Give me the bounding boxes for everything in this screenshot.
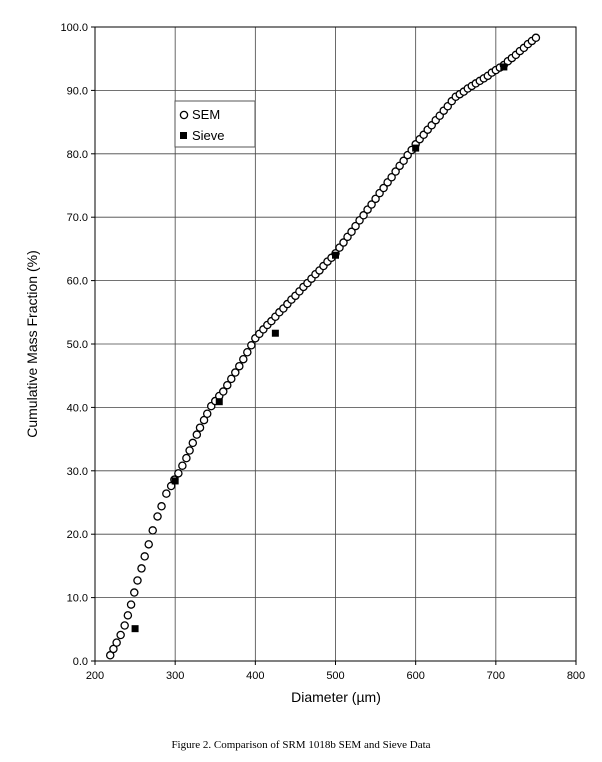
- x-tick-label: 800: [567, 670, 585, 682]
- legend-box: [174, 100, 256, 148]
- sem-point: [120, 621, 129, 630]
- sem-point: [192, 430, 202, 439]
- legend-sieve-label: Sieve: [192, 128, 225, 143]
- x-tick-label: 500: [326, 670, 344, 682]
- sem-point: [387, 173, 396, 182]
- sem-point: [116, 630, 125, 640]
- sieve-point: [332, 251, 339, 259]
- sem-point: [178, 461, 187, 470]
- x-tick-label: 300: [166, 670, 184, 682]
- x-tick-labels: 200 300 400 500 600 700 800: [86, 670, 585, 682]
- sem-point: [182, 453, 191, 463]
- sem-point: [185, 446, 194, 455]
- y-tick-label: 0.0: [73, 656, 88, 668]
- sem-point: [339, 238, 348, 247]
- sem-point: [162, 489, 171, 498]
- sem-point: [123, 611, 133, 620]
- sem-point: [231, 368, 240, 377]
- sem-point: [531, 33, 541, 43]
- y-tick-label: 80.0: [67, 149, 88, 161]
- sem-series: [105, 33, 541, 660]
- sem-point: [140, 552, 149, 561]
- y-tick-label: 40.0: [67, 402, 88, 414]
- sem-point: [371, 194, 380, 204]
- y-tick-labels: 0.0 10.0 20.0 30.0 40.0 50.0 60.0 70.0 80.0 90.0 1…: [60, 22, 88, 668]
- sem-point: [227, 374, 236, 384]
- sem-point: [130, 588, 139, 597]
- sem-point: [202, 409, 212, 418]
- x-tick-label: 200: [86, 670, 104, 682]
- sem-point: [195, 423, 205, 432]
- sem-point: [133, 576, 142, 585]
- grid: [91, 26, 577, 665]
- y-tick-label: 90.0: [67, 85, 88, 97]
- sem-point: [126, 600, 136, 609]
- y-tick-label: 20.0: [67, 529, 88, 541]
- legend: SEM Sieve: [174, 100, 256, 148]
- sem-point: [347, 227, 356, 237]
- sem-point: [391, 167, 400, 176]
- y-tick-label: 60.0: [67, 276, 88, 288]
- sem-point: [399, 156, 408, 166]
- sem-point: [351, 221, 360, 231]
- legend-sem-marker: [179, 110, 189, 120]
- sem-point: [247, 341, 256, 350]
- y-tick-label: 10.0: [67, 593, 88, 605]
- sieve-point: [171, 477, 179, 485]
- sem-point: [148, 526, 157, 535]
- sieve-point: [271, 329, 279, 337]
- sem-point: [144, 540, 153, 549]
- y-tick-label: 100.0: [60, 22, 88, 34]
- sem-point: [235, 361, 244, 371]
- plot-area-border: [94, 26, 577, 662]
- sem-point: [174, 469, 183, 478]
- sem-point: [359, 211, 368, 220]
- sem-point: [239, 354, 248, 364]
- sieve-point: [131, 625, 139, 633]
- sem-point: [379, 183, 388, 193]
- sem-point: [367, 200, 376, 209]
- sieve-point: [500, 63, 508, 71]
- sieve-series: [131, 63, 508, 633]
- x-axis-label: Diameter (µm): [291, 689, 381, 705]
- sem-point: [219, 387, 228, 396]
- sem-point: [157, 502, 166, 511]
- sieve-point: [412, 144, 420, 152]
- sem-point: [223, 380, 232, 390]
- sem-point: [243, 347, 252, 357]
- y-axis-label: Cumulative Mass Fraction (%): [24, 250, 40, 438]
- figure-caption: Figure 2. Comparison of SRM 1018b SEM an…: [171, 739, 430, 751]
- y-tick-label: 30.0: [67, 466, 88, 478]
- x-tick-label: 700: [487, 670, 505, 682]
- y-tick-label: 50.0: [67, 339, 88, 351]
- x-tick-label: 600: [406, 670, 424, 682]
- legend-sieve-marker: [180, 132, 187, 139]
- sem-point: [153, 512, 162, 521]
- x-tick-label: 400: [246, 670, 264, 682]
- sieve-point: [215, 398, 223, 406]
- sem-point: [188, 438, 198, 448]
- sem-point: [137, 564, 146, 573]
- sem-point: [112, 638, 121, 647]
- y-tick-label: 70.0: [67, 212, 88, 224]
- legend-sem-label: SEM: [192, 107, 220, 122]
